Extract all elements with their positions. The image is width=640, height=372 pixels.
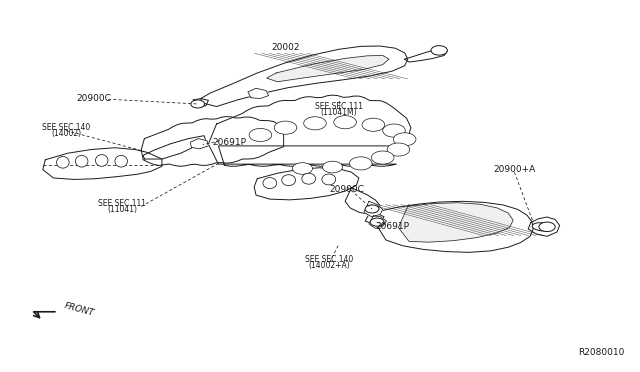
Polygon shape	[43, 148, 162, 179]
Polygon shape	[528, 217, 559, 236]
Circle shape	[191, 100, 205, 108]
Polygon shape	[365, 214, 384, 224]
Polygon shape	[190, 139, 209, 149]
Circle shape	[383, 124, 405, 137]
Circle shape	[362, 118, 385, 131]
Polygon shape	[254, 168, 359, 200]
Circle shape	[349, 157, 372, 170]
Circle shape	[370, 218, 384, 226]
Circle shape	[365, 205, 379, 213]
Polygon shape	[143, 136, 206, 159]
Circle shape	[292, 163, 312, 174]
Text: 20691P: 20691P	[212, 138, 246, 147]
Polygon shape	[369, 216, 387, 228]
Ellipse shape	[56, 157, 69, 168]
Text: (11041M): (11041M)	[321, 108, 357, 117]
Text: FRONT: FRONT	[63, 302, 95, 318]
Polygon shape	[376, 201, 533, 252]
Text: 20002: 20002	[271, 43, 300, 52]
Text: R2080010: R2080010	[578, 348, 624, 357]
Text: (14002+A): (14002+A)	[308, 262, 350, 270]
Ellipse shape	[76, 155, 88, 167]
Ellipse shape	[263, 177, 276, 189]
Ellipse shape	[282, 175, 296, 186]
Circle shape	[539, 222, 556, 231]
Ellipse shape	[115, 155, 127, 167]
Ellipse shape	[532, 223, 552, 231]
Polygon shape	[193, 99, 209, 106]
Circle shape	[387, 143, 410, 156]
Polygon shape	[404, 48, 447, 62]
Text: SEE SEC.111: SEE SEC.111	[99, 199, 147, 208]
Text: SEE SEC.140: SEE SEC.140	[305, 255, 353, 264]
Polygon shape	[398, 203, 513, 242]
Text: (11041): (11041)	[108, 205, 138, 214]
Polygon shape	[201, 46, 408, 106]
Circle shape	[249, 128, 272, 141]
Polygon shape	[267, 55, 389, 82]
Polygon shape	[141, 116, 284, 166]
Polygon shape	[345, 188, 380, 214]
Circle shape	[394, 133, 416, 146]
Text: SEE SEC.140: SEE SEC.140	[42, 123, 90, 132]
Circle shape	[371, 151, 394, 164]
Ellipse shape	[302, 173, 316, 184]
Text: (14002): (14002)	[51, 129, 81, 138]
Ellipse shape	[322, 174, 336, 185]
Text: SEE SEC.111: SEE SEC.111	[315, 102, 363, 111]
Circle shape	[431, 46, 447, 55]
Text: 20691P: 20691P	[375, 222, 409, 231]
Text: 20900+A: 20900+A	[493, 165, 536, 174]
Polygon shape	[248, 88, 269, 99]
Polygon shape	[364, 201, 383, 217]
Circle shape	[334, 116, 356, 129]
Circle shape	[304, 117, 326, 130]
Polygon shape	[141, 119, 290, 164]
Polygon shape	[209, 95, 411, 166]
Text: 20900C: 20900C	[330, 185, 364, 194]
Polygon shape	[209, 98, 411, 168]
Circle shape	[323, 161, 342, 173]
Text: 20900C: 20900C	[77, 94, 111, 103]
Circle shape	[274, 121, 297, 134]
Ellipse shape	[95, 155, 108, 166]
